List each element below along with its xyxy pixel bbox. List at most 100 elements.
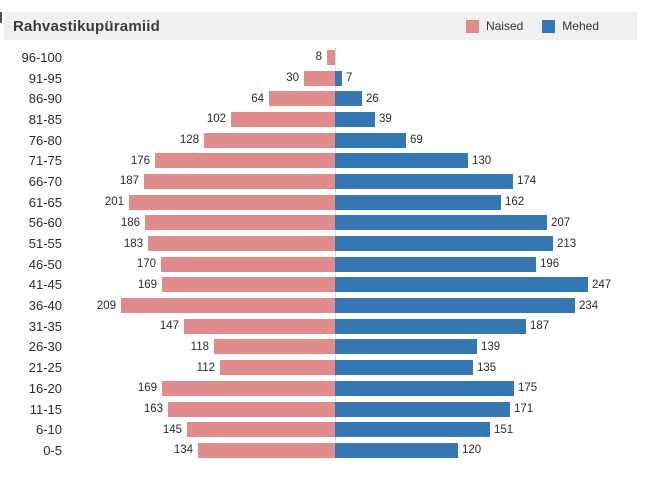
mehed-bar xyxy=(335,91,362,107)
mehed-value-label: 174 xyxy=(517,175,537,188)
pyramid-row: 66-70 187 174 xyxy=(0,171,650,192)
pyramid-row: 26-30 118 139 xyxy=(0,337,650,358)
age-group-label: 26-30 xyxy=(28,339,62,355)
naised-half: 170 xyxy=(62,256,335,272)
naised-bar xyxy=(269,91,335,107)
age-group-label: 6-10 xyxy=(35,422,62,438)
naised-value-label: 187 xyxy=(119,175,139,188)
pyramid-row: 46-50 170 196 xyxy=(0,254,650,275)
mehed-bar xyxy=(335,360,473,376)
naised-half: 147 xyxy=(62,318,335,334)
pyramid-row: 31-35 147 187 xyxy=(0,316,650,337)
mehed-bar xyxy=(335,318,526,334)
age-group-label: 46-50 xyxy=(28,256,62,272)
screen-artifact xyxy=(0,12,2,23)
pyramid-row: 36-40 209 234 xyxy=(0,295,650,316)
naised-half: 183 xyxy=(62,236,335,252)
mehed-half: 120 xyxy=(335,442,650,458)
mehed-half: 139 xyxy=(335,339,650,355)
mehed-half: 175 xyxy=(335,380,650,396)
naised-bar xyxy=(204,132,335,148)
mehed-value-label: 26 xyxy=(366,92,379,105)
naised-bar xyxy=(121,298,335,314)
legend: Naised Mehed xyxy=(465,19,599,33)
naised-half: 118 xyxy=(62,339,335,355)
naised-bar xyxy=(214,339,335,355)
mehed-half: 7 xyxy=(335,70,650,86)
naised-half: 163 xyxy=(62,401,335,417)
age-group-label: 81-85 xyxy=(28,111,62,127)
mehed-half: 151 xyxy=(335,422,650,438)
age-group-label: 56-60 xyxy=(28,215,62,231)
chart-title: Rahvastikupüramiid xyxy=(13,17,160,35)
mehed-bar xyxy=(335,339,477,355)
pyramid-row: 96-100 8 xyxy=(0,47,650,68)
naised-value-label: 170 xyxy=(136,258,156,271)
naised-bar xyxy=(184,318,335,334)
mehed-bar xyxy=(335,111,375,127)
pyramid-row: 76-80 128 69 xyxy=(0,130,650,151)
mehed-bar xyxy=(335,298,575,314)
mehed-half: 39 xyxy=(335,111,650,127)
naised-half: 134 xyxy=(62,442,335,458)
naised-value-label: 183 xyxy=(123,237,143,250)
legend-item-mehed[interactable]: Mehed xyxy=(542,19,599,33)
mehed-half: 207 xyxy=(335,215,650,231)
mehed-half: 234 xyxy=(335,298,650,314)
naised-half: 145 xyxy=(62,422,335,438)
naised-half: 201 xyxy=(62,194,335,210)
naised-value-label: 8 xyxy=(315,51,322,64)
naised-half: 187 xyxy=(62,173,335,189)
mehed-half: 26 xyxy=(335,91,650,107)
pyramid-row: 81-85 102 39 xyxy=(0,109,650,130)
mehed-value-label: 171 xyxy=(514,403,534,416)
naised-half: 176 xyxy=(62,153,335,169)
mehed-value-label: 175 xyxy=(518,382,538,395)
naised-value-label: 145 xyxy=(162,423,182,436)
age-group-label: 66-70 xyxy=(28,173,62,189)
mehed-value-label: 139 xyxy=(481,340,501,353)
naised-bar xyxy=(231,111,335,127)
naised-value-label: 128 xyxy=(179,134,199,147)
pyramid-row: 91-95 30 7 xyxy=(0,68,650,89)
mehed-bar xyxy=(335,70,342,86)
naised-bar xyxy=(187,422,335,438)
naised-half: 169 xyxy=(62,277,335,293)
naised-bar xyxy=(327,49,335,65)
naised-half: 169 xyxy=(62,380,335,396)
naised-value-label: 169 xyxy=(137,382,157,395)
legend-label-mehed: Mehed xyxy=(562,19,599,33)
age-group-label: 91-95 xyxy=(28,70,62,86)
pyramid-row: 41-45 169 247 xyxy=(0,275,650,296)
mehed-bar xyxy=(335,256,536,272)
naised-swatch-icon xyxy=(465,19,479,33)
legend-item-naised[interactable]: Naised xyxy=(465,19,523,33)
mehed-half: 174 xyxy=(335,173,650,189)
naised-value-label: 209 xyxy=(96,299,116,312)
mehed-value-label: 196 xyxy=(540,258,560,271)
mehed-bar xyxy=(335,153,468,169)
naised-value-label: 64 xyxy=(251,92,264,105)
pyramid-row: 86-90 64 26 xyxy=(0,88,650,109)
naised-bar xyxy=(220,360,335,376)
mehed-value-label: 120 xyxy=(462,444,482,457)
mehed-half: 171 xyxy=(335,401,650,417)
mehed-half: 135 xyxy=(335,360,650,376)
age-group-label: 71-75 xyxy=(28,153,62,169)
naised-value-label: 169 xyxy=(137,278,157,291)
naised-half: 128 xyxy=(62,132,335,148)
mehed-value-label: 39 xyxy=(379,113,392,126)
age-group-label: 86-90 xyxy=(28,91,62,107)
mehed-value-label: 7 xyxy=(346,72,353,85)
mehed-value-label: 135 xyxy=(477,361,497,374)
naised-value-label: 102 xyxy=(206,113,226,126)
naised-bar xyxy=(304,70,335,86)
pyramid-row: 51-55 183 213 xyxy=(0,233,650,254)
naised-value-label: 147 xyxy=(159,320,179,333)
mehed-value-label: 69 xyxy=(410,134,423,147)
mehed-value-label: 234 xyxy=(579,299,599,312)
pyramid-row: 61-65 201 162 xyxy=(0,192,650,213)
mehed-value-label: 247 xyxy=(592,278,612,291)
age-group-label: 76-80 xyxy=(28,132,62,148)
age-group-label: 0-5 xyxy=(43,442,62,458)
